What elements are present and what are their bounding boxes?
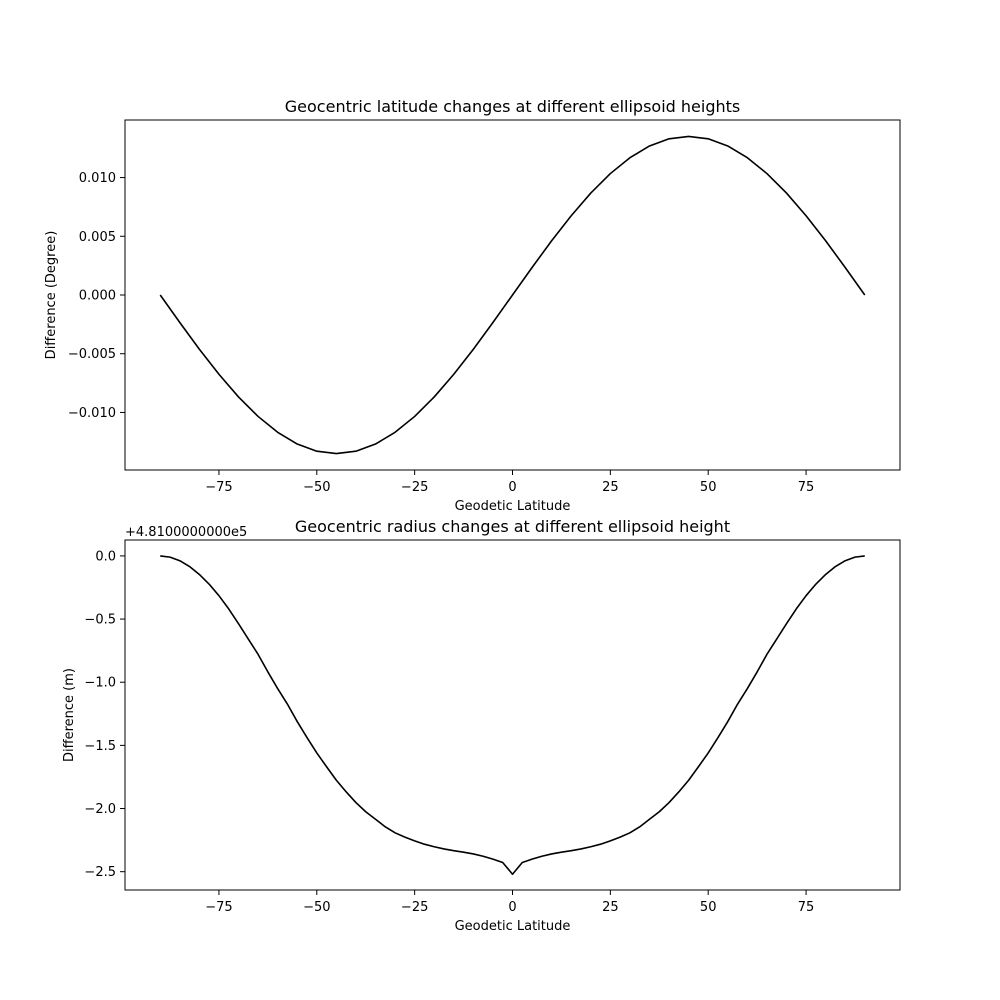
- x-tick-label: −25: [401, 900, 428, 915]
- x-tick-label: 25: [602, 900, 619, 915]
- y-tick-label: −0.010: [68, 406, 116, 421]
- y-tick-label: −2.0: [84, 802, 116, 817]
- latitude-chart: Geocentric latitude changes at different…: [44, 97, 901, 514]
- series-layer: [160, 555, 865, 876]
- chart-title: Geocentric radius changes at different e…: [295, 517, 730, 536]
- series-line: [159, 135, 866, 455]
- x-axis: −75 −50 −25 0 25 50 75: [205, 470, 814, 495]
- radius-chart: Geocentric radius changes at different e…: [62, 517, 901, 934]
- y-tick-label: 0.010: [79, 171, 116, 186]
- y-tick-label: 0.005: [79, 230, 116, 245]
- x-tick-label: −25: [401, 480, 428, 495]
- x-axis-title: Geodetic Latitude: [455, 919, 571, 934]
- x-tick-label: −75: [205, 900, 232, 915]
- x-tick-label: −50: [303, 480, 330, 495]
- x-tick-label: −75: [205, 480, 232, 495]
- x-tick-label: 25: [602, 480, 619, 495]
- axis-offset-label: +4.8100000000e5: [125, 525, 247, 540]
- y-axis: −2.5 −2.0 −1.5 −1.0 −0.5 0.0: [84, 549, 125, 880]
- y-tick-label: 0.000: [79, 289, 116, 304]
- y-tick-label: −0.005: [68, 347, 116, 362]
- chart-title: Geocentric latitude changes at different…: [285, 97, 740, 116]
- x-axis-title: Geodetic Latitude: [455, 499, 571, 514]
- series-line: [160, 555, 865, 876]
- x-tick-label: 50: [700, 900, 717, 915]
- x-tick-label: 75: [798, 900, 815, 915]
- x-tick-label: 0: [508, 480, 516, 495]
- y-axis: −0.010 −0.005 0.000 0.005 0.010: [68, 171, 125, 421]
- x-tick-label: −50: [303, 900, 330, 915]
- y-axis-title: Difference (Degree): [44, 231, 59, 360]
- y-tick-label: −1.0: [84, 676, 116, 691]
- y-axis-title: Difference (m): [62, 668, 77, 762]
- y-tick-label: 0.0: [95, 549, 116, 564]
- series-layer: [159, 135, 866, 455]
- x-tick-label: 50: [700, 480, 717, 495]
- y-tick-label: −2.5: [84, 865, 116, 880]
- y-tick-label: −1.5: [84, 739, 116, 754]
- x-tick-label: 0: [508, 900, 516, 915]
- x-axis: −75 −50 −25 0 25 50 75: [205, 890, 814, 915]
- x-tick-label: 75: [798, 480, 815, 495]
- y-tick-label: −0.5: [84, 613, 116, 628]
